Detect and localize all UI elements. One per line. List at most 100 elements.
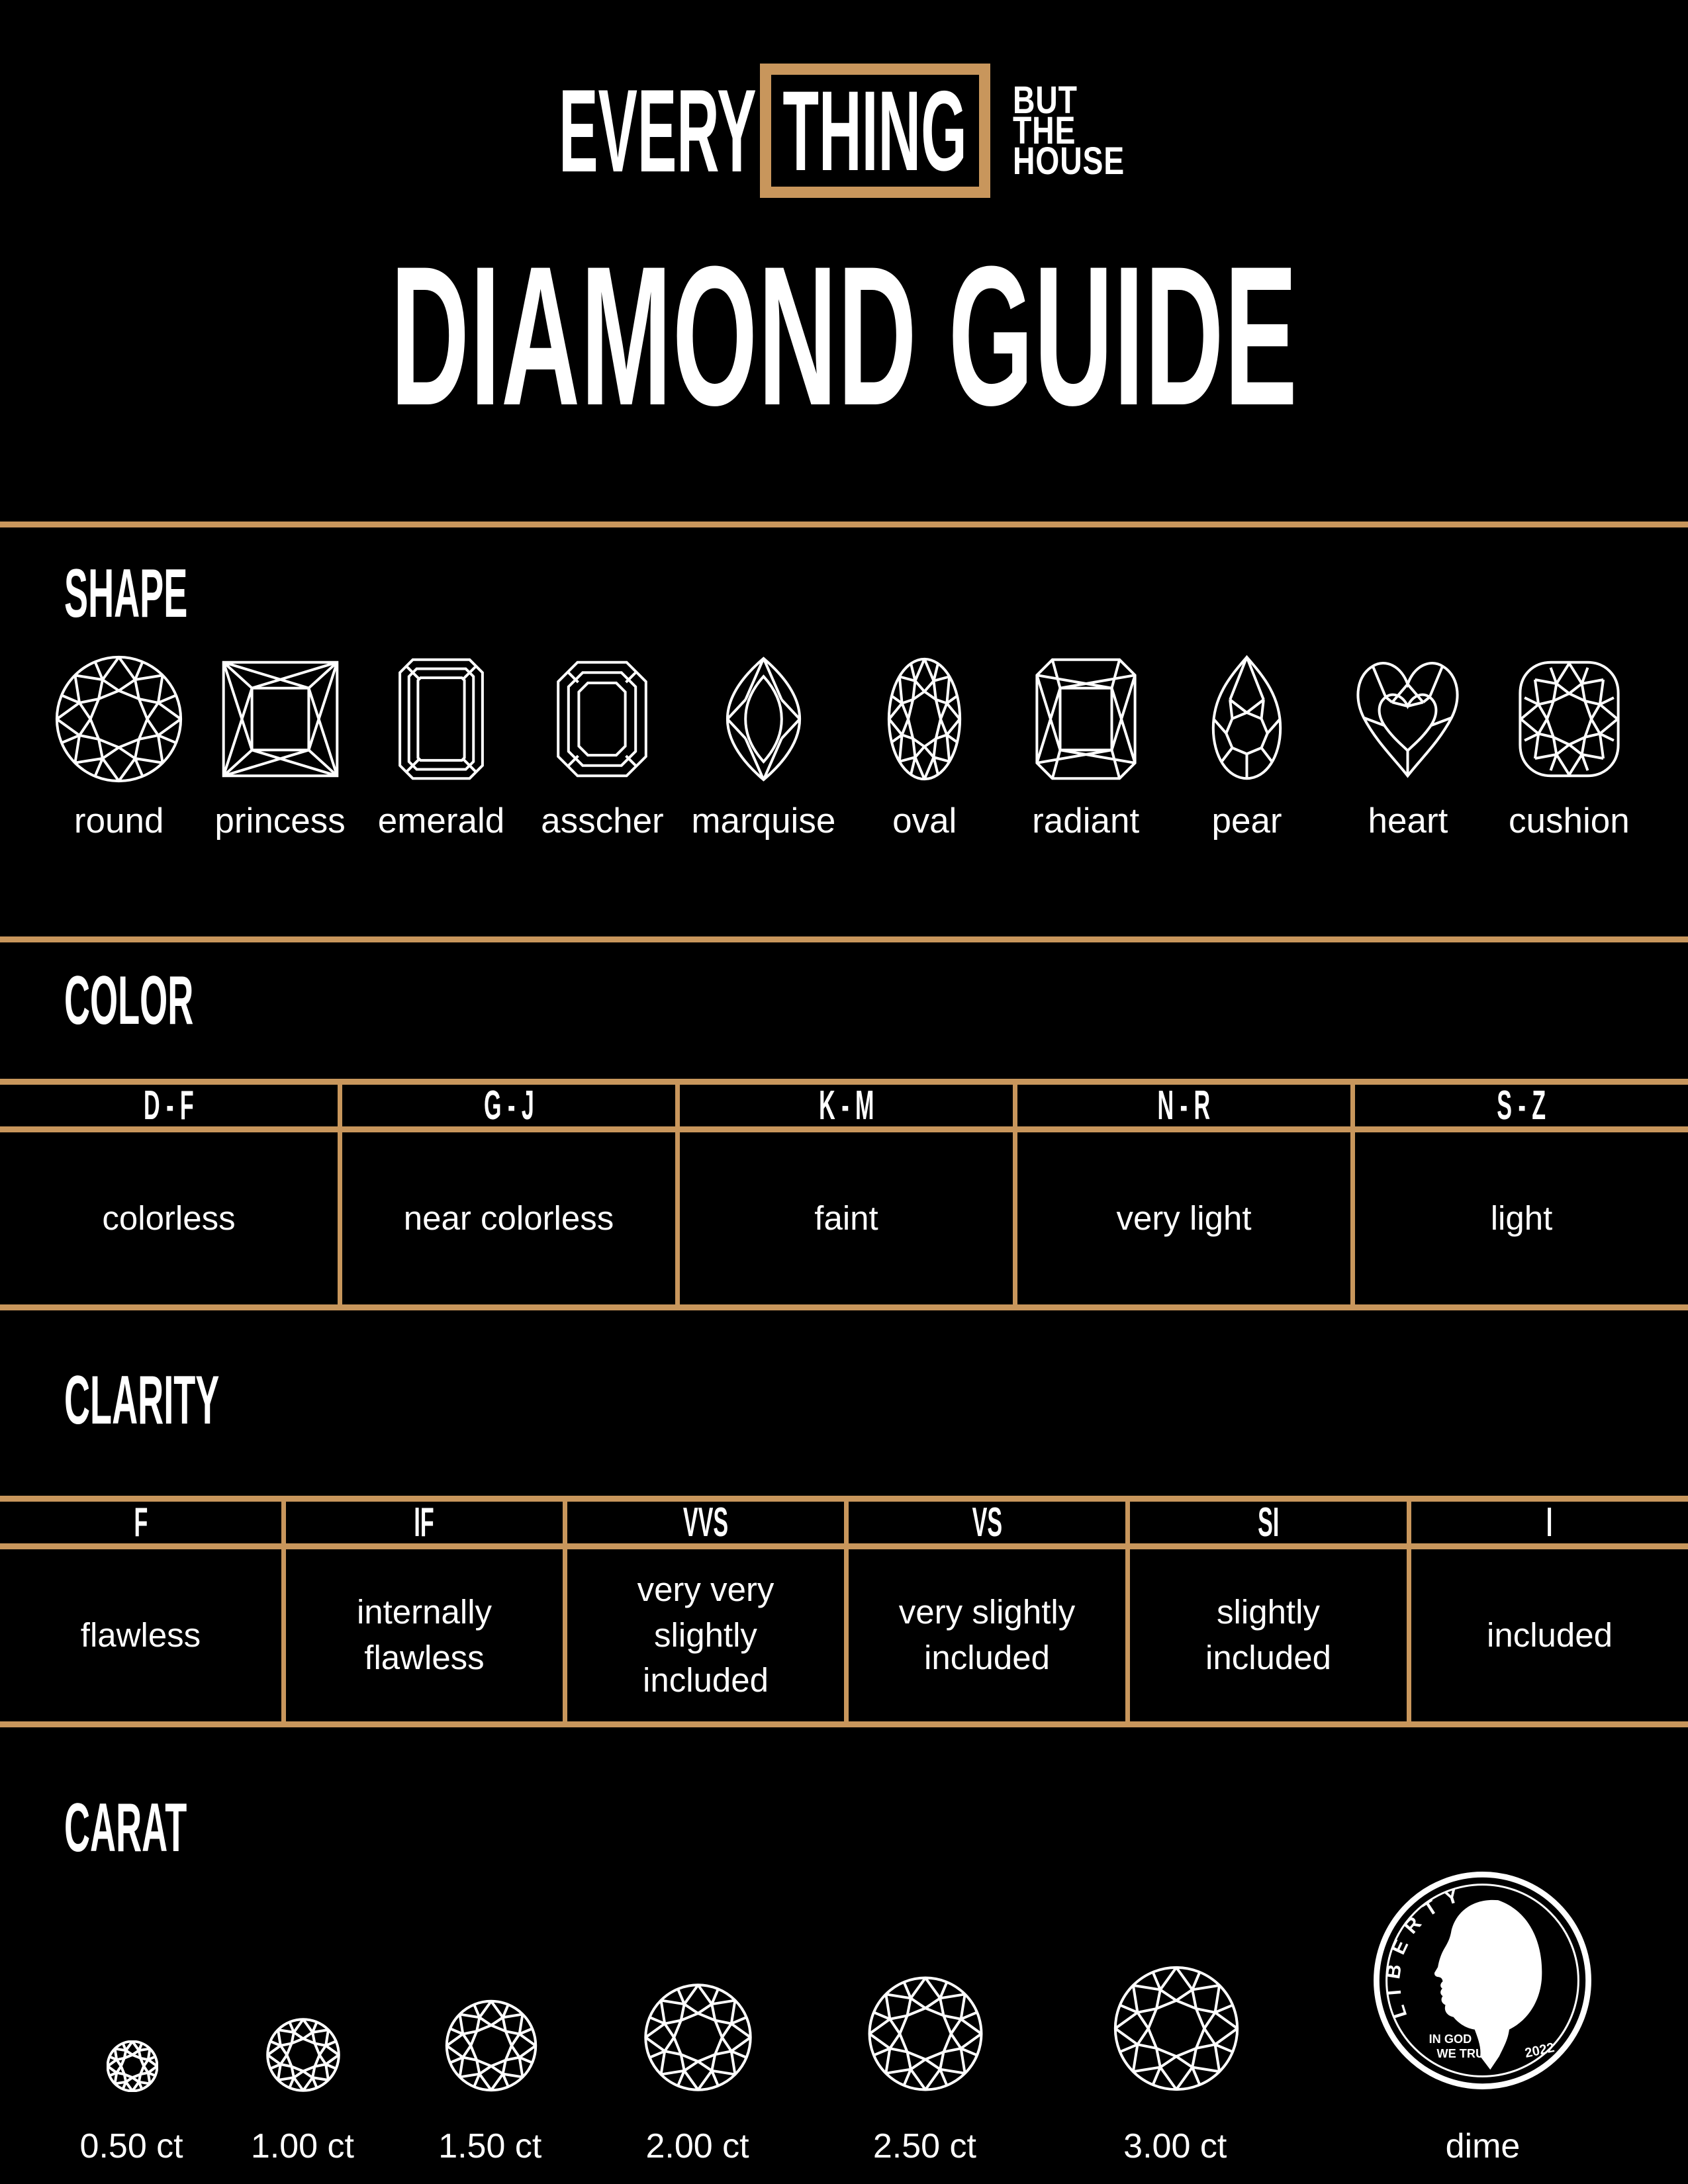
mm-value: 8.6mm bbox=[873, 2178, 978, 2184]
shape-item-emerald: emerald bbox=[361, 655, 522, 841]
shape-item-round: round bbox=[38, 655, 199, 841]
shape-row: round princess emerald asscher bbox=[0, 655, 1688, 841]
color-grade-header: K - M bbox=[675, 1083, 1013, 1132]
clarity-grade-cell: internally flawless bbox=[281, 1549, 563, 1721]
mm-value: 5.1mm bbox=[80, 2178, 185, 2184]
carat-value: 0.50 ct bbox=[79, 2127, 183, 2165]
shape-item-oval: oval bbox=[844, 655, 1005, 841]
clarity-grade-header: VVS bbox=[563, 1500, 844, 1549]
clarity-grade-header: I bbox=[1407, 1500, 1688, 1549]
carat-100-diamond-icon bbox=[266, 2018, 340, 2092]
color-grade-header: G - J bbox=[338, 1083, 675, 1132]
shape-label: asscher bbox=[541, 801, 664, 841]
emerald-shape-icon bbox=[377, 655, 506, 784]
carat-250-diamond-icon bbox=[867, 1976, 984, 2092]
color-grade-header: N - R bbox=[1013, 1083, 1350, 1132]
shape-label: heart bbox=[1368, 801, 1448, 841]
shape-item-radiant: radiant bbox=[1005, 655, 1166, 841]
color-grade-cell: near colorless bbox=[338, 1132, 675, 1304]
carat-value: 1.00 ct bbox=[250, 2127, 354, 2165]
carat-labels: 3.00 ct 9.3mm bbox=[1123, 2126, 1229, 2184]
clarity-grade-header: VS bbox=[844, 1500, 1125, 1549]
divider bbox=[0, 522, 1688, 527]
logo: EVERY THING BUT THE HOUSE bbox=[559, 64, 1129, 198]
shape-section: SHAPE round princess emerald bbox=[0, 527, 1688, 936]
mm-value: 7.4mm bbox=[438, 2178, 543, 2184]
clarity-grade-header: IF bbox=[281, 1500, 563, 1549]
shape-item-heart: heart bbox=[1327, 655, 1488, 841]
shape-item-marquise: marquise bbox=[683, 655, 844, 841]
color-heading: COLOR bbox=[64, 962, 194, 1039]
mm-value: 6.4mm bbox=[251, 2178, 356, 2184]
marquise-shape-icon bbox=[699, 655, 828, 784]
carat-item-dime: LIBERTY IN GOD WE TRUST 2022 dime 17.91m… bbox=[1317, 1869, 1648, 2184]
color-section: COLOR D - F G - J K - M N - R S - Z colo… bbox=[0, 966, 1688, 1310]
carat-value: 2.50 ct bbox=[872, 2127, 976, 2165]
princess-shape-icon bbox=[216, 655, 345, 784]
heart-shape-icon bbox=[1343, 655, 1472, 784]
carat-item-050: 0.50 ct 5.1mm bbox=[60, 2040, 205, 2184]
clarity-grade-cell: included bbox=[1407, 1549, 1688, 1721]
logo-tagline: BUT THE HOUSE bbox=[1012, 81, 1129, 183]
roosevelt-bust bbox=[1434, 1899, 1542, 2070]
carat-item-100: 1.00 ct 6.4mm bbox=[224, 2018, 383, 2184]
mm-value: 9.3mm bbox=[1123, 2178, 1229, 2184]
pear-shape-icon bbox=[1182, 655, 1311, 784]
clarity-heading: CLARITY bbox=[64, 1362, 220, 1439]
color-grade-header: S - Z bbox=[1350, 1083, 1688, 1132]
carat-labels: 2.50 ct 8.6mm bbox=[873, 2126, 978, 2184]
color-grade-cell: colorless bbox=[102, 1199, 236, 1237]
clarity-section: CLARITY F IF VVS VS SI I flawless intern… bbox=[0, 1366, 1688, 1727]
carat-labels: 1.50 ct 7.4mm bbox=[438, 2126, 543, 2184]
carat-value: 2.00 ct bbox=[645, 2127, 749, 2165]
carat-labels: 0.50 ct 5.1mm bbox=[80, 2126, 185, 2184]
color-table: D - F G - J K - M N - R S - Z colorless … bbox=[0, 1079, 1688, 1310]
carat-value: dime bbox=[1445, 2127, 1521, 2165]
shape-label: marquise bbox=[691, 801, 836, 841]
round-shape-icon bbox=[54, 655, 183, 784]
carat-200-diamond-icon bbox=[643, 1983, 753, 2092]
clarity-grade-header: SI bbox=[1125, 1500, 1407, 1549]
dime-coin-icon: LIBERTY IN GOD WE TRUST 2022 bbox=[1374, 1872, 1592, 2089]
color-grade-cell: faint bbox=[675, 1132, 1013, 1304]
clarity-grade-cell: very very slightly included bbox=[563, 1549, 844, 1721]
shape-item-asscher: asscher bbox=[522, 655, 682, 841]
shape-label: princess bbox=[214, 801, 346, 841]
color-grade-cell: very light bbox=[1013, 1132, 1350, 1304]
radiant-shape-icon bbox=[1021, 655, 1150, 784]
carat-300-diamond-icon bbox=[1113, 1965, 1240, 2092]
coin-motto-line1: IN GOD bbox=[1429, 2032, 1472, 2046]
shape-item-princess: princess bbox=[199, 655, 360, 841]
carat-value: 1.50 ct bbox=[438, 2127, 542, 2165]
shape-label: pear bbox=[1211, 801, 1282, 841]
carat-section: CARAT 0.50 ct 5.1mm 1.00 ct 6.4mm 1 bbox=[0, 1794, 1688, 2184]
mm-value: 17.91mm bbox=[1411, 2178, 1555, 2184]
page-title: DIAMOND GUIDE bbox=[390, 224, 1298, 447]
carat-heading: CARAT bbox=[64, 1790, 187, 1866]
carat-item-200: 2.00 ct 8.1mm bbox=[599, 1983, 798, 2184]
carat-labels: 1.00 ct 6.4mm bbox=[251, 2126, 356, 2184]
asscher-shape-icon bbox=[538, 655, 667, 784]
shape-heading: SHAPE bbox=[64, 555, 188, 632]
carat-labels: 2.00 ct 8.1mm bbox=[646, 2126, 751, 2184]
logo-thing-box: THING bbox=[759, 64, 990, 198]
clarity-grade-cell: flawless bbox=[80, 1615, 201, 1654]
mm-value: 8.1mm bbox=[646, 2178, 751, 2184]
carat-150-diamond-icon bbox=[445, 1999, 538, 2092]
clarity-grade-header: F bbox=[0, 1500, 281, 1549]
shape-label: emerald bbox=[377, 801, 505, 841]
oval-shape-icon bbox=[860, 655, 989, 784]
cushion-shape-icon bbox=[1505, 655, 1634, 784]
color-grade-header: D - F bbox=[0, 1083, 338, 1132]
shape-label: round bbox=[73, 801, 164, 841]
divider bbox=[0, 936, 1688, 942]
carat-item-300: 3.00 ct 9.3mm bbox=[1054, 1965, 1299, 2184]
carat-050-diamond-icon bbox=[107, 2040, 158, 2092]
shape-item-cushion: cushion bbox=[1489, 655, 1650, 841]
clarity-grade-cell: slightly included bbox=[1125, 1549, 1407, 1721]
logo-tagline-line: HOUSE bbox=[1012, 139, 1125, 183]
carat-item-150: 1.50 ct 7.4mm bbox=[402, 1999, 581, 2184]
coin-motto-line2: WE TRUST bbox=[1437, 2047, 1500, 2060]
shape-item-pear: pear bbox=[1166, 655, 1327, 841]
